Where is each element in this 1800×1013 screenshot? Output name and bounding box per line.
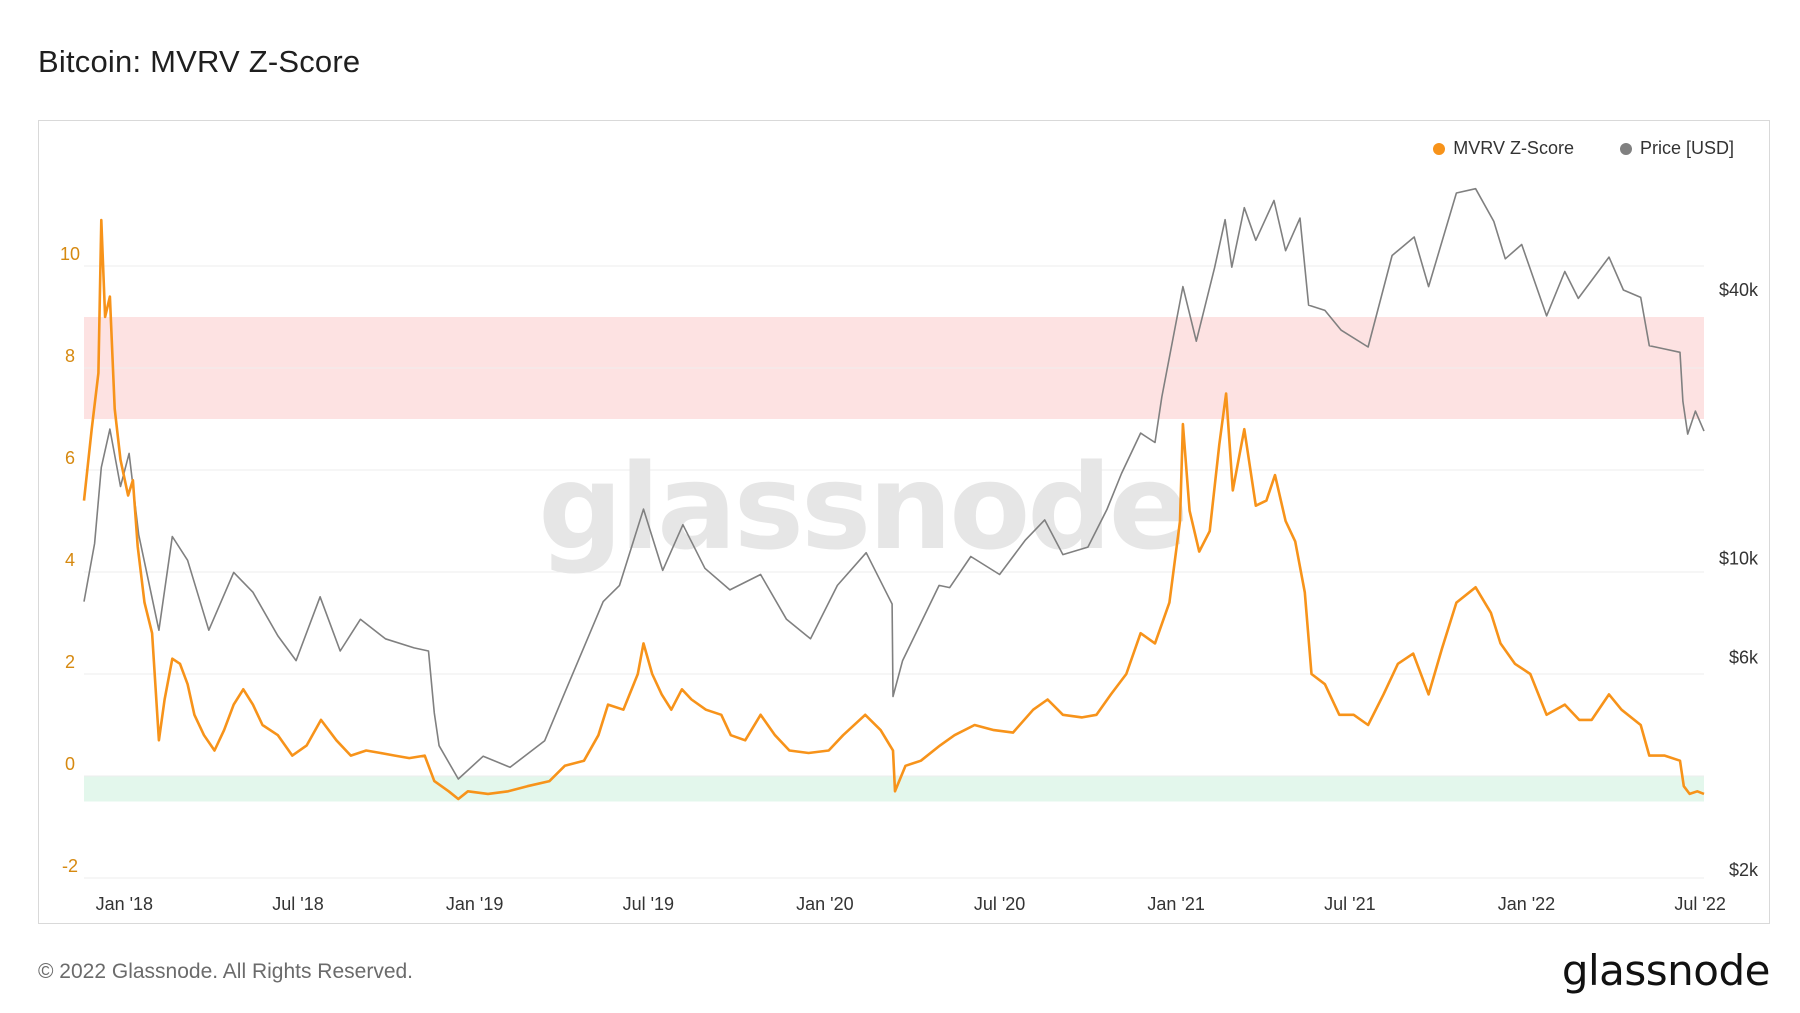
series-line-price (83, 187, 1705, 780)
y-left-tick-4: 6 (65, 448, 75, 468)
x-tick-6: Jan '21 (1147, 894, 1204, 914)
watermark-text: glassnode (538, 438, 1186, 576)
x-tick-5: Jul '20 (974, 894, 1025, 914)
y-right-tick-1: $6k (1729, 647, 1759, 667)
chart-legend: MVRV Z-Score Price [USD] (1433, 138, 1734, 159)
y-left-tick-2: 2 (65, 652, 75, 672)
y-right-tick-2: $10k (1719, 548, 1759, 568)
x-axis-ticks: Jan '18 Jul '18 Jan '19 Jul '19 Jan '20 Jul '… (96, 894, 1726, 914)
y-left-tick-0: -2 (62, 856, 78, 876)
series-lines (82, 187, 1705, 801)
x-tick-1: Jul '18 (272, 894, 323, 914)
legend-dot-price (1619, 142, 1632, 155)
y-right-tick-0: $2k (1729, 860, 1759, 880)
y-right-tick-3: $40k (1719, 280, 1759, 300)
x-tick-0: Jan '18 (96, 894, 153, 914)
series-line-zscore (82, 218, 1705, 801)
legend-item-price[interactable]: Price [USD] (1619, 138, 1734, 159)
x-tick-9: Jul '22 (1674, 894, 1725, 914)
x-tick-7: Jul '21 (1324, 894, 1375, 914)
y-axis-left-ticks: -2 0 2 4 6 8 10 (60, 244, 80, 876)
chart-title: Bitcoin: MVRV Z-Score (38, 44, 361, 79)
legend-label-zscore: MVRV Z-Score (1453, 138, 1574, 158)
x-tick-3: Jul '19 (623, 894, 674, 914)
glassnode-logo[interactable]: glassnode (1561, 946, 1771, 995)
x-tick-8: Jan '22 (1498, 894, 1555, 914)
x-tick-2: Jan '19 (446, 894, 503, 914)
footer-copyright: © 2022 Glassnode. All Rights Reserved. (38, 960, 414, 983)
y-left-tick-3: 4 (65, 550, 75, 570)
chart-frame (38, 120, 1770, 924)
y-left-tick-6: 10 (60, 244, 80, 264)
legend-label-price: Price [USD] (1639, 138, 1734, 158)
x-tick-4: Jan '20 (796, 894, 853, 914)
y-left-tick-1: 0 (65, 754, 75, 774)
legend-item-zscore[interactable]: MVRV Z-Score (1433, 138, 1574, 159)
y-left-tick-5: 8 (65, 346, 75, 366)
legend-dot-zscore (1433, 142, 1446, 155)
y-axis-right-ticks: $2k $6k $10k $40k (1719, 280, 1759, 880)
